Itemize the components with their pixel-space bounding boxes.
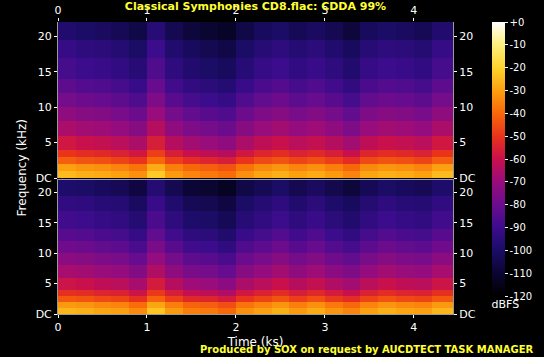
svg-text:0: 0 — [55, 321, 62, 334]
svg-text:-50: -50 — [510, 131, 526, 142]
svg-text:10: 10 — [459, 101, 473, 114]
svg-text:+0: +0 — [510, 17, 525, 28]
svg-text:15: 15 — [38, 217, 52, 230]
svg-text:4: 4 — [410, 4, 417, 17]
svg-text:5: 5 — [459, 277, 466, 290]
svg-text:Time (ks): Time (ks) — [227, 335, 284, 349]
svg-text:-40: -40 — [510, 108, 526, 119]
svg-text:3: 3 — [321, 321, 328, 334]
svg-text:0: 0 — [55, 4, 62, 17]
svg-text:2: 2 — [232, 4, 239, 17]
svg-text:15: 15 — [459, 66, 473, 79]
svg-text:Produced by SOX on request by: Produced by SOX on request by AUCDTECT T… — [200, 344, 534, 355]
svg-text:10: 10 — [38, 101, 52, 114]
svg-text:-60: -60 — [510, 154, 526, 165]
svg-text:1: 1 — [143, 321, 150, 334]
svg-text:-100: -100 — [510, 245, 533, 256]
svg-text:15: 15 — [459, 217, 473, 230]
svg-text:5: 5 — [45, 136, 52, 149]
svg-text:DC: DC — [36, 172, 52, 185]
svg-text:-120: -120 — [510, 291, 533, 302]
svg-text:-20: -20 — [510, 62, 526, 73]
svg-text:-80: -80 — [510, 199, 526, 210]
svg-text:20: 20 — [38, 30, 52, 43]
svg-text:-110: -110 — [510, 268, 533, 279]
svg-text:DC: DC — [459, 172, 475, 185]
svg-text:-90: -90 — [510, 222, 526, 233]
svg-text:dBFS: dBFS — [492, 298, 520, 311]
svg-text:10: 10 — [38, 247, 52, 260]
svg-text:-30: -30 — [510, 85, 526, 96]
svg-text:DC: DC — [36, 308, 52, 321]
svg-text:3: 3 — [321, 4, 328, 17]
svg-text:Classical Symphonies CD8.flac:: Classical Symphonies CD8.flac: CDDA 99% — [125, 0, 386, 13]
svg-text:20: 20 — [459, 30, 473, 43]
svg-text:Frequency (kHz): Frequency (kHz) — [15, 119, 29, 216]
svg-text:1: 1 — [143, 4, 150, 17]
svg-text:2: 2 — [232, 321, 239, 334]
svg-text:DC: DC — [459, 308, 475, 321]
svg-text:15: 15 — [38, 66, 52, 79]
svg-text:-10: -10 — [510, 39, 526, 50]
svg-text:20: 20 — [38, 186, 52, 199]
svg-text:5: 5 — [45, 277, 52, 290]
svg-text:10: 10 — [459, 247, 473, 260]
svg-text:20: 20 — [459, 186, 473, 199]
svg-text:5: 5 — [459, 136, 466, 149]
svg-text:4: 4 — [410, 321, 417, 334]
svg-text:-70: -70 — [510, 176, 526, 187]
